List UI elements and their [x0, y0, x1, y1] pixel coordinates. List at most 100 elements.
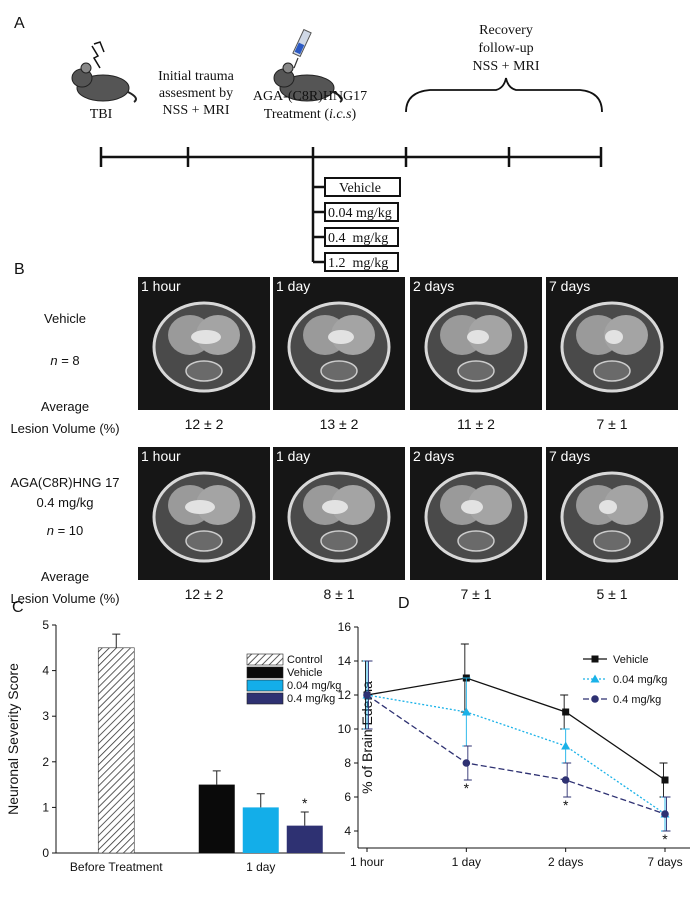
mri-image: 1 hour	[138, 447, 270, 580]
measure-label: Average	[41, 569, 89, 584]
y-tick-label: 4	[42, 664, 49, 678]
y-tick-label: 3	[42, 709, 49, 723]
legend-label: Vehicle	[613, 654, 648, 666]
y-tick-label: 8	[344, 756, 351, 770]
dose-label: 0.4 mg/kg	[328, 231, 388, 246]
bar	[198, 784, 235, 853]
mri-image: 1 hour	[138, 277, 270, 410]
lesion	[191, 330, 221, 344]
brainstem	[457, 360, 495, 382]
time-label: 7 days	[549, 278, 590, 294]
data-point	[561, 741, 571, 750]
brain	[604, 485, 648, 525]
y-axis-label: Neuronal Severity Score	[5, 663, 21, 815]
lesion-volume: 12 ± 2	[185, 416, 224, 432]
panel-label: B	[14, 261, 25, 278]
mri-image: 7 days	[546, 277, 678, 410]
panel-label: A	[14, 15, 25, 32]
data-point	[461, 707, 471, 716]
error-bar	[112, 633, 121, 648]
legend-label: 0.4 mg/kg	[287, 693, 335, 705]
mouse-icon	[71, 41, 137, 103]
event-label: Recovery	[479, 23, 533, 38]
sample-size: n = 10	[47, 523, 84, 538]
x-tick-label: 1 day	[246, 860, 275, 874]
legend-swatch	[246, 679, 284, 692]
time-label: 7 days	[549, 448, 590, 464]
y-tick-label: 0	[42, 846, 49, 860]
bar	[242, 807, 279, 853]
time-label: 2 days	[413, 448, 454, 464]
event-label: NSS + MRI	[162, 103, 229, 118]
lesion-volume: 7 ± 1	[596, 416, 627, 432]
legend-label: Vehicle	[287, 667, 322, 679]
y-tick-label: 4	[344, 824, 351, 838]
measure-label: Lesion Volume (%)	[10, 591, 119, 606]
x-tick-label: 1 day	[452, 855, 481, 869]
data-point	[462, 759, 471, 767]
legend-label: 0.04 mg/kg	[613, 674, 667, 686]
data-point	[562, 708, 570, 716]
lesion-volume: 5 ± 1	[596, 586, 627, 602]
legend-swatch	[246, 692, 284, 705]
y-tick-label: 5	[42, 618, 49, 632]
lesion	[322, 500, 348, 514]
legend-label: 0.4 mg/kg	[613, 694, 661, 706]
brainstem	[185, 530, 223, 552]
series-line	[366, 694, 666, 815]
mri-image: 1 day	[273, 277, 405, 410]
lesion-volume: 12 ± 2	[185, 586, 224, 602]
brace	[405, 77, 603, 113]
mri-image: 7 days	[546, 447, 678, 580]
event-label: Initial trauma	[158, 69, 235, 84]
dose-label: 0.04 mg/kg	[328, 206, 392, 221]
lesion-volume: 11 ± 2	[457, 416, 495, 432]
brainstem	[593, 530, 631, 552]
event-label: assesment by	[159, 86, 233, 101]
group-label: AGA(C8R)HNG 17	[10, 475, 119, 490]
x-tick-label: 2 days	[548, 855, 583, 869]
time-label: 2 days	[413, 278, 454, 294]
data-point	[561, 776, 570, 784]
text-part: Treatment (	[264, 107, 330, 122]
event-label: NSS + MRI	[472, 59, 539, 74]
legend-marker	[590, 674, 600, 683]
y-tick-label: 6	[344, 790, 351, 804]
bar	[97, 647, 135, 854]
panel-label: D	[398, 595, 410, 612]
brain	[468, 315, 512, 355]
timeline	[99, 147, 603, 264]
event-label: AGA-(C8R)HNG17	[253, 89, 367, 104]
text-part: )	[352, 107, 357, 122]
text-part: i.c.s	[329, 107, 352, 122]
group-label: 0.4 mg/kg	[36, 495, 93, 510]
lesion	[467, 330, 489, 344]
sample-size: n = 8	[50, 353, 79, 368]
significance-mark: *	[464, 780, 470, 796]
event-label: Treatment (i.c.s)	[264, 107, 357, 122]
brainstem	[457, 530, 495, 552]
y-tick-label: 1	[42, 800, 49, 814]
lesion	[461, 500, 483, 514]
mri-panel: Vehicle n = 8 Average Lesion Volume (%) 1 ho…	[10, 277, 678, 606]
brainstem	[593, 360, 631, 382]
brain	[331, 485, 375, 525]
lesion	[185, 500, 215, 514]
lesion	[599, 500, 617, 514]
legend-label: 0.04 mg/kg	[287, 680, 341, 692]
y-tick-label: 10	[338, 722, 352, 736]
dose-label: Vehicle	[339, 181, 381, 196]
time-label: 1 hour	[141, 278, 181, 294]
error-bar	[256, 793, 265, 808]
lesion	[328, 330, 354, 344]
text-part: = 10	[54, 523, 83, 538]
time-label: 1 day	[276, 448, 310, 464]
significance-mark: *	[662, 831, 668, 847]
significance-mark: *	[302, 795, 308, 811]
significance-mark: *	[563, 797, 569, 813]
y-tick-label: 12	[338, 688, 352, 702]
legend-label: Control	[287, 654, 322, 666]
lesion-volume: 7 ± 1	[460, 586, 491, 602]
